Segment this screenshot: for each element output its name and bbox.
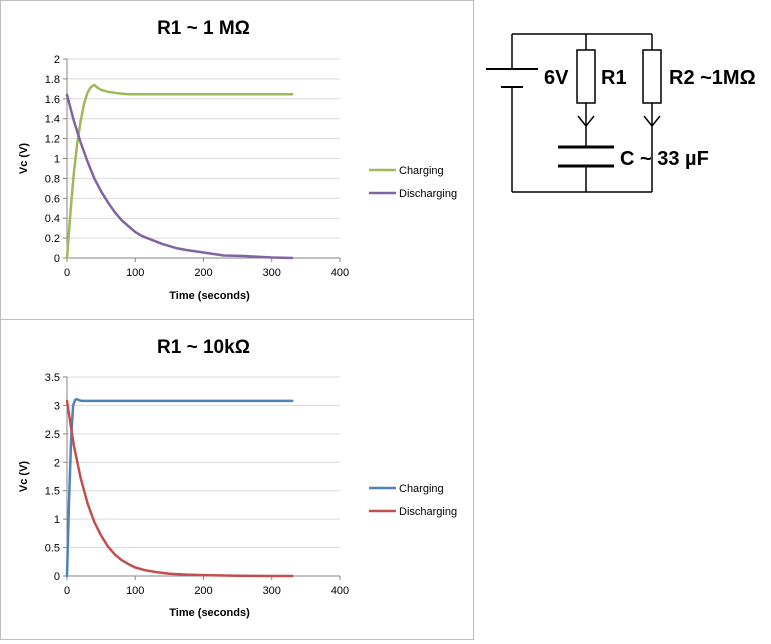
y-tick-label: 3.5	[45, 372, 60, 384]
y-tick-label: 1.5	[45, 486, 60, 498]
r2-arrow	[643, 115, 661, 128]
circuit-diagram: 6V R1 R2 ~1MΩ C ~ 33 µF	[486, 33, 756, 193]
r1-resistor	[576, 49, 596, 104]
chart-bottom: R1 ~ 10kΩ 0 0.5 1 1.5 2 2.5 3 3.5 0 100 200 300 400 Ti…	[18, 337, 457, 619]
capacitor-symbol	[558, 145, 614, 168]
x-axis-label: Time (seconds)	[169, 290, 250, 302]
y-tick-label: 1.4	[45, 114, 60, 126]
r2-resistor	[642, 49, 662, 104]
r1-arrow	[577, 115, 595, 128]
x-tick-label: 400	[331, 267, 349, 279]
series-line-charging	[65, 83, 294, 260]
y-tick-label: 1.2	[45, 134, 60, 146]
legend-label-charging: Charging	[399, 165, 444, 177]
y-tick-label: 0.6	[45, 193, 60, 205]
r2-label: R2 ~1MΩ	[669, 67, 756, 89]
series-line-discharging	[65, 93, 294, 260]
y-tick-label: 0	[54, 571, 60, 583]
chart-title: R1 ~ 10kΩ	[157, 337, 250, 358]
circuit-wires	[511, 33, 653, 193]
battery-label: 6V	[544, 67, 569, 89]
x-tick-label: 400	[331, 585, 349, 597]
chart-top: R1 ~ 1 MΩ 0 0.2 0.4 0.6 0.8 1 1.2 1.4 1.6 1.8 2 0 100…	[18, 18, 457, 302]
y-tick-label: 1	[54, 154, 60, 166]
x-tick-label: 200	[194, 267, 212, 279]
legend-label-discharging: Discharging	[399, 188, 457, 200]
x-tick-label: 200	[194, 585, 212, 597]
y-tick-label: 2	[54, 54, 60, 66]
y-tick-label: 1	[54, 514, 60, 526]
y-axis-label: Vc (V)	[18, 143, 30, 175]
x-axis-label: Time (seconds)	[169, 607, 250, 619]
y-tick-label: 0.2	[45, 233, 60, 245]
battery-symbol	[486, 68, 538, 88]
y-axis-label: Vc (V)	[18, 461, 30, 493]
y-tick-label: 1.8	[45, 74, 60, 86]
x-tick-label: 100	[126, 585, 144, 597]
y-tick-label: 0.8	[45, 173, 60, 185]
y-tick-label: 2	[54, 457, 60, 469]
x-tick-label: 0	[64, 585, 70, 597]
y-tick-label: 2.5	[45, 429, 60, 441]
y-tick-label: 1.6	[45, 94, 60, 106]
legend-label-discharging: Discharging	[399, 506, 457, 518]
r1-label: R1	[601, 67, 627, 89]
legend-label-charging: Charging	[399, 483, 444, 495]
chart-panel-top: R1 ~ 1 MΩ 0 0.2 0.4 0.6 0.8 1 1.2 1.4 1.6 1.8 2 0 100…	[0, 0, 474, 320]
series-line-charging	[65, 397, 294, 578]
y-tick-label: 3	[54, 400, 60, 412]
chart-title: R1 ~ 1 MΩ	[157, 18, 250, 39]
x-tick-label: 300	[263, 267, 281, 279]
y-tick-label: 0	[54, 253, 60, 265]
chart-panel-bottom: R1 ~ 10kΩ 0 0.5 1 1.5 2 2.5 3 3.5 0 100 200 300 400 Ti…	[0, 319, 474, 640]
x-tick-label: 300	[263, 585, 281, 597]
y-tick-label: 0.4	[45, 213, 60, 225]
current-arrows	[577, 115, 661, 128]
y-tick-label: 0.5	[45, 543, 60, 555]
x-tick-label: 0	[64, 267, 70, 279]
x-tick-label: 100	[126, 267, 144, 279]
series-line-discharging	[65, 399, 294, 578]
capacitor-label: C ~ 33 µF	[620, 148, 709, 170]
